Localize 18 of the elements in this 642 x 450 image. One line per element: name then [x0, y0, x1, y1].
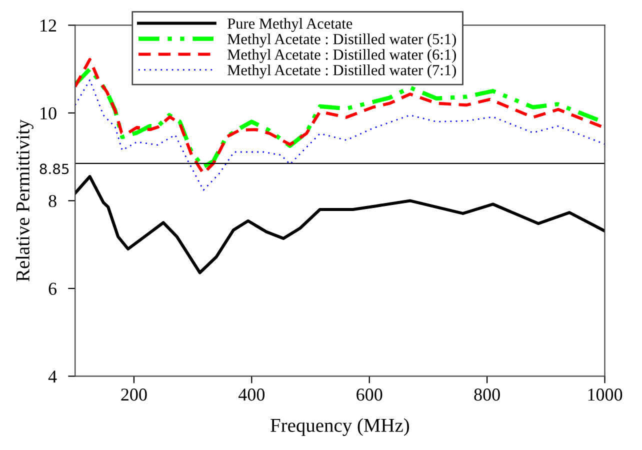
line-series [75, 175, 605, 274]
y-tick-label: 8 [48, 194, 56, 208]
legend-label: Methyl Acetate : Distilled water (6:1) [228, 49, 456, 63]
legend-label: Methyl Acetate : Distilled water (5:1) [228, 34, 456, 48]
legend-label: Pure Methyl Acetate [228, 18, 352, 32]
y-tick-label: 6 [48, 282, 57, 295]
y-tick-label: 4 [48, 370, 57, 382]
x-tick-label: 600 [356, 388, 382, 401]
x-tick-label: 400 [238, 388, 265, 401]
x-tick-label: 200 [121, 388, 147, 401]
y-tick-label: 10 [40, 107, 56, 120]
ref-line-label: 8.85 [40, 164, 69, 174]
y-axis-title: Relative Permittivity [16, 120, 34, 282]
y-tick-label: 12 [40, 20, 56, 32]
x-tick-label: 1000 [588, 388, 622, 401]
legend-label: Methyl Acetate : Distilled water (7:1) [228, 64, 456, 78]
x-axis-title: Frequency (MHz) [270, 418, 410, 436]
x-tick-label: 800 [474, 388, 500, 401]
